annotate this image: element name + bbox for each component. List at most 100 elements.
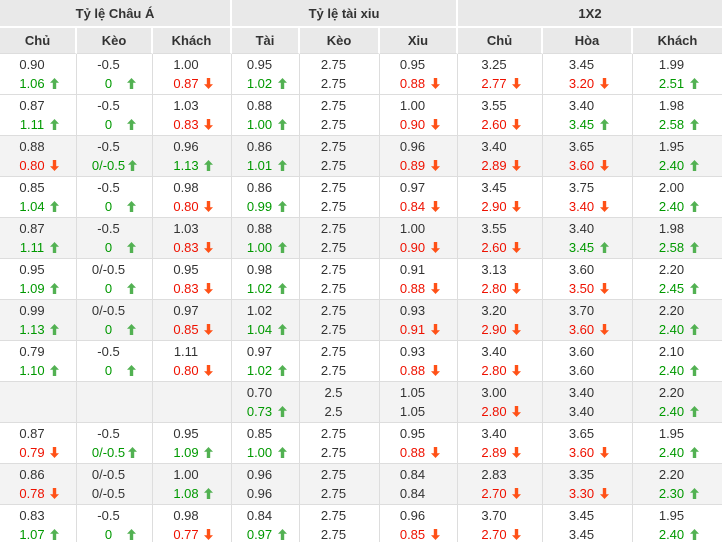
opening-odds-line: 0.85 bbox=[245, 424, 287, 443]
odds-cell: 2.75 2.75 bbox=[300, 136, 380, 176]
arrow-spacer bbox=[352, 100, 361, 111]
opening-odds-line: 3.40 bbox=[479, 342, 521, 361]
odds-value: 3.40 bbox=[568, 385, 595, 400]
column-header-ou-line: Kèo bbox=[300, 28, 380, 54]
trend-up-icon bbox=[204, 160, 213, 171]
opening-odds-line: 1.95 bbox=[657, 137, 699, 156]
opening-odds-line bbox=[94, 383, 136, 402]
odds-cell: 3.65 3.60 bbox=[543, 423, 633, 463]
odds-row: 0.85 1.04 -0.5 0 0.98 0.80 0.86 0.99 2.75 2.75 0.9… bbox=[0, 177, 722, 218]
arrow-spacer bbox=[352, 201, 361, 212]
opening-odds-line: 3.45 bbox=[567, 55, 609, 74]
odds-value: 0.98 bbox=[246, 262, 273, 277]
odds-value: 0.95 bbox=[19, 262, 45, 277]
odds-value: 1.98 bbox=[658, 221, 685, 236]
arrow-spacer bbox=[278, 100, 287, 111]
arrow-spacer bbox=[600, 387, 609, 398]
live-odds-line: 0.77 bbox=[171, 525, 213, 542]
live-odds-line: 3.45 bbox=[567, 238, 609, 257]
opening-odds-line: 3.70 bbox=[479, 506, 521, 525]
odds-value: 0.84 bbox=[246, 508, 273, 523]
odds-cell: -0.5 0 bbox=[77, 218, 153, 258]
opening-odds-line: 0.95 bbox=[398, 424, 440, 443]
arrow-spacer bbox=[278, 182, 287, 193]
odds-value: -0.5 bbox=[97, 139, 120, 154]
live-odds-line: 0 bbox=[94, 74, 136, 93]
live-odds-line: 2.51 bbox=[657, 74, 699, 93]
arrow-spacer bbox=[600, 529, 609, 540]
odds-cell: 3.25 2.77 bbox=[458, 54, 543, 94]
odds-cell: 1.00 0.90 bbox=[380, 95, 458, 135]
trend-up-icon bbox=[277, 529, 287, 540]
odds-value: 0 bbox=[104, 117, 113, 132]
arrow-spacer bbox=[352, 447, 361, 458]
trend-up-icon bbox=[50, 78, 59, 89]
arrow-spacer bbox=[512, 182, 521, 193]
odds-cell: 1.95 2.40 bbox=[633, 505, 722, 542]
arrow-spacer bbox=[600, 59, 609, 70]
arrow-spacer bbox=[127, 406, 136, 417]
odds-value: 0.86 bbox=[19, 467, 45, 482]
opening-odds-line: -0.5 bbox=[94, 424, 136, 443]
arrow-spacer bbox=[50, 387, 59, 398]
odds-value: 0.87 bbox=[173, 76, 199, 91]
odds-value: 2.75 bbox=[320, 445, 347, 460]
opening-odds-line: -0.5 bbox=[94, 96, 136, 115]
odds-value: 0/-0.5 bbox=[91, 303, 126, 318]
opening-odds-line: 0.84 bbox=[398, 465, 440, 484]
trend-down-icon bbox=[599, 160, 609, 171]
trend-up-icon bbox=[689, 242, 699, 253]
opening-odds-line: 2.75 bbox=[319, 465, 361, 484]
odds-value: 2.40 bbox=[658, 199, 685, 214]
odds-cell: 3.45 2.90 bbox=[458, 177, 543, 217]
live-odds-line: 2.75 bbox=[319, 74, 361, 93]
arrow-spacer bbox=[50, 406, 59, 417]
odds-value: -0.5 bbox=[97, 180, 120, 195]
arrow-spacer bbox=[512, 428, 521, 439]
arrow-spacer bbox=[690, 100, 699, 111]
arrow-spacer bbox=[352, 529, 361, 540]
odds-value: 2.75 bbox=[320, 57, 347, 72]
trend-down-icon bbox=[512, 406, 521, 417]
trend-up-icon bbox=[277, 447, 287, 458]
odds-value: 0.85 bbox=[399, 527, 426, 542]
odds-cell: 3.45 3.20 bbox=[543, 54, 633, 94]
odds-cell: 0.88 1.00 bbox=[232, 218, 300, 258]
odds-cell: 1.05 1.05 bbox=[380, 382, 458, 422]
trend-down-icon bbox=[512, 242, 521, 253]
odds-value: 0.88 bbox=[399, 363, 426, 378]
odds-value: 2.20 bbox=[658, 385, 685, 400]
odds-value: 0/-0.5 bbox=[91, 262, 126, 277]
odds-cell: -0.5 0 bbox=[77, 341, 153, 381]
odds-value: 0.96 bbox=[246, 486, 273, 501]
live-odds-line: 0.89 bbox=[398, 156, 440, 175]
odds-value: 0.95 bbox=[246, 57, 273, 72]
trend-up-icon bbox=[599, 242, 609, 253]
odds-value: 3.60 bbox=[568, 158, 595, 173]
arrow-spacer bbox=[512, 387, 521, 398]
live-odds-line: 1.02 bbox=[245, 361, 287, 380]
live-odds-line: 0.88 bbox=[398, 361, 440, 380]
arrow-spacer bbox=[352, 387, 361, 398]
opening-odds-line: 0.87 bbox=[17, 424, 59, 443]
trend-down-icon bbox=[50, 447, 59, 458]
odds-cell: 3.55 2.60 bbox=[458, 218, 543, 258]
live-odds-line: 2.60 bbox=[479, 115, 521, 134]
odds-cell: 1.02 1.04 bbox=[232, 300, 300, 340]
arrow-spacer bbox=[431, 223, 440, 234]
trend-down-icon bbox=[512, 365, 521, 376]
trend-up-icon bbox=[689, 365, 699, 376]
odds-value: 0.96 bbox=[173, 139, 199, 154]
odds-value: 0 bbox=[104, 240, 113, 255]
odds-cell: 1.98 2.58 bbox=[633, 95, 722, 135]
trend-up-icon bbox=[277, 119, 287, 130]
arrow-spacer bbox=[352, 119, 361, 130]
opening-odds-line: 3.55 bbox=[479, 96, 521, 115]
trend-down-icon bbox=[430, 78, 440, 89]
odds-value: 0.88 bbox=[246, 98, 273, 113]
arrow-spacer bbox=[278, 141, 287, 152]
arrow-spacer bbox=[50, 141, 59, 152]
opening-odds-line: 3.45 bbox=[479, 178, 521, 197]
trend-up-icon bbox=[689, 324, 699, 335]
arrow-spacer bbox=[278, 223, 287, 234]
